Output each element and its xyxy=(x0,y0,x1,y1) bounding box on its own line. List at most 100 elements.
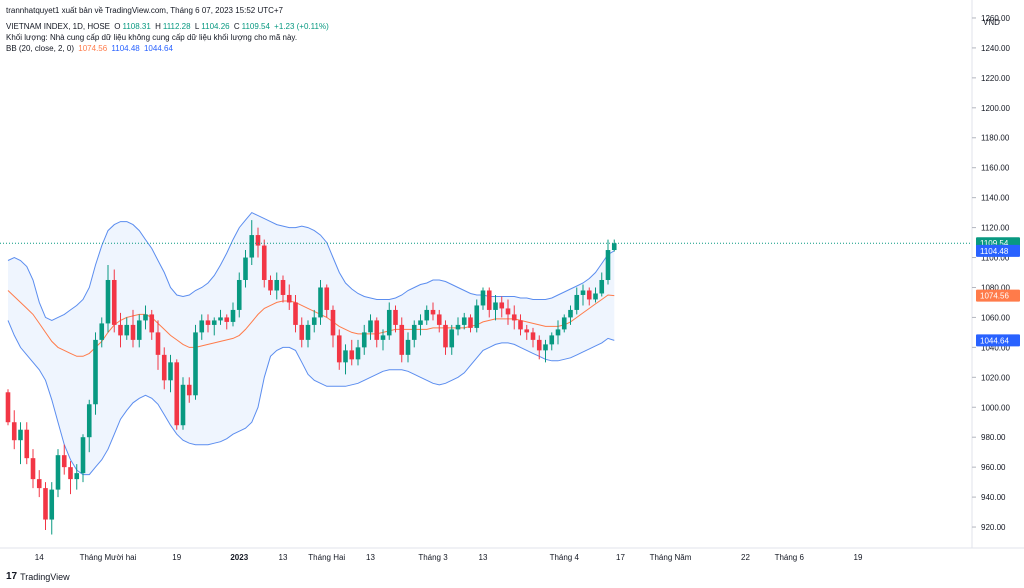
price-axis[interactable]: VND 920.00 940.00 960.00 980.00 1000.00 1020.… xyxy=(972,14,1010,532)
band-fill-area xyxy=(8,212,615,475)
upper-band-line xyxy=(7,211,615,321)
candle-body xyxy=(74,473,80,480)
brand-text: TradingView xyxy=(20,571,70,582)
candle xyxy=(161,347,167,390)
candle-body xyxy=(336,335,342,363)
candle-body xyxy=(111,279,117,325)
candle xyxy=(380,329,386,351)
candle xyxy=(155,320,161,370)
candle xyxy=(424,305,430,325)
x-tick-label: Tháng 3 xyxy=(418,553,448,562)
symbol-name[interactable]: VIETNAM INDEX, 1D, HOSE xyxy=(6,22,111,31)
candlesticks[interactable] xyxy=(5,220,617,535)
volume-note: Khối lượng: Nhà cung cấp dữ liệu không c… xyxy=(6,33,298,42)
candle-body xyxy=(599,279,605,294)
y-tick-label: 1200.00 xyxy=(981,104,1010,113)
candle xyxy=(393,305,398,333)
candle xyxy=(568,305,573,325)
candle xyxy=(511,305,517,330)
candle-body xyxy=(318,287,323,318)
candle xyxy=(211,317,217,336)
candle-body xyxy=(118,324,123,336)
bb-basis-value: 1074.56 xyxy=(78,44,108,53)
candle xyxy=(561,314,567,333)
candle-body xyxy=(280,279,286,295)
candle xyxy=(99,317,105,348)
candle-body xyxy=(405,339,411,355)
candle-body xyxy=(374,320,380,340)
candle-body xyxy=(511,314,517,321)
candle-body xyxy=(568,309,573,318)
candle-body xyxy=(536,339,542,351)
candle-body xyxy=(168,362,173,381)
candle-body xyxy=(268,279,273,291)
y-tick-label: 940.00 xyxy=(981,493,1006,502)
bb-legend-line[interactable]: BB (20, close, 2, 0) 1074.56 1104.48 104… xyxy=(6,44,175,53)
candle xyxy=(486,287,492,318)
time-axis[interactable]: 14 Tháng Mười hai 19 2023 13 Tháng Hai 13 Tháng… xyxy=(35,553,863,562)
candle-body xyxy=(286,294,292,303)
candle xyxy=(493,294,498,321)
lower-band-line xyxy=(7,320,615,476)
candle-body xyxy=(155,332,161,355)
bb-label[interactable]: BB (20, close, 2, 0) xyxy=(6,44,75,53)
candle xyxy=(111,269,117,333)
publisher-text: trannhatquyet1 xuất bản về TradingView.c… xyxy=(6,6,284,15)
candle xyxy=(118,312,123,348)
candle xyxy=(549,332,555,351)
candle xyxy=(186,377,192,403)
candle-body xyxy=(574,294,580,310)
candle xyxy=(336,329,342,370)
candle xyxy=(355,339,361,366)
candle-body xyxy=(461,317,467,325)
candle xyxy=(74,464,80,490)
basis-label: 1074.56 xyxy=(980,292,1009,301)
x-tick-label: 17 xyxy=(616,553,625,562)
candle-body xyxy=(436,314,442,325)
close-value: 1109.54 xyxy=(241,22,270,31)
candle-body xyxy=(349,350,355,360)
change-value: +1.23 (+0.11%) xyxy=(274,22,329,31)
x-tick-label: Tháng Hai xyxy=(308,553,345,562)
candle xyxy=(93,332,98,415)
candle xyxy=(305,320,311,348)
candle-body xyxy=(468,317,473,328)
tradingview-brand[interactable]: 17 TradingView xyxy=(6,571,70,582)
upper-band-label-bg xyxy=(976,244,1020,257)
x-tick-label: 19 xyxy=(172,553,181,562)
candle xyxy=(474,299,480,333)
candle-body xyxy=(255,235,261,246)
candle-body xyxy=(555,329,561,336)
candle xyxy=(411,320,417,348)
candle-body xyxy=(505,308,511,315)
y-tick-label: 1180.00 xyxy=(981,134,1010,143)
candle xyxy=(599,272,605,297)
y-tick-label: 920.00 xyxy=(981,523,1006,532)
x-tick-label: 2023 xyxy=(230,553,248,562)
candle-body xyxy=(330,309,336,336)
candle-body xyxy=(61,455,67,468)
candle-body xyxy=(324,287,330,310)
candle xyxy=(243,250,248,288)
candle-body xyxy=(474,305,480,328)
x-tick-label: 13 xyxy=(366,553,375,562)
candle-body xyxy=(580,290,586,295)
bb-lower-value: 1044.64 xyxy=(143,44,173,53)
candle xyxy=(611,239,617,252)
candle xyxy=(374,317,380,348)
candle xyxy=(43,482,48,531)
candle xyxy=(174,359,180,430)
candle-body xyxy=(486,290,492,310)
candle xyxy=(480,287,486,310)
candle xyxy=(136,314,142,348)
tradingview-logo-icon: 17 xyxy=(6,571,18,582)
candle xyxy=(605,239,611,285)
candle xyxy=(318,279,323,325)
candle xyxy=(524,324,530,340)
candle xyxy=(68,461,73,495)
candle-body xyxy=(30,458,36,480)
candle xyxy=(343,344,348,375)
candle-body xyxy=(180,384,186,426)
candle-body xyxy=(218,317,223,321)
